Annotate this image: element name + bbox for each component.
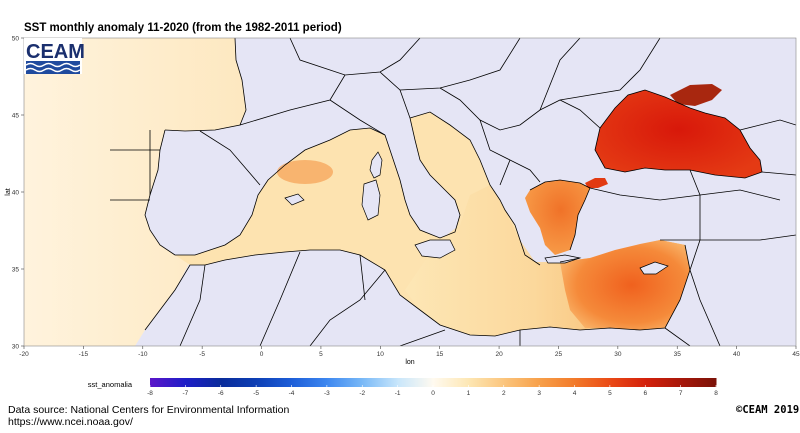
atlantic-sea bbox=[24, 38, 246, 346]
country-borders bbox=[110, 38, 796, 346]
colorbar-segment bbox=[397, 378, 434, 387]
colorbar-segment bbox=[645, 378, 682, 387]
colorbar-ticks: -8 -7 -6 -5 -4 -3 -2 -1 0 1 2 3 4 5 6 7 8 bbox=[147, 385, 718, 397]
colorbar-tick-label: -4 bbox=[289, 390, 295, 397]
balearic-warm-patch bbox=[277, 160, 333, 184]
colorbar-segment bbox=[326, 378, 363, 387]
colorbar-tick-label: 3 bbox=[537, 390, 541, 397]
colorbar-tick-label: -3 bbox=[324, 390, 330, 397]
data-source-line: Data source: National Centers for Enviro… bbox=[8, 404, 290, 416]
x-tick-label: 20 bbox=[495, 351, 503, 358]
cyprus-island bbox=[639, 261, 669, 275]
corsica-island bbox=[369, 151, 383, 179]
colorbar-tick-label: 5 bbox=[608, 390, 612, 397]
x-tick-label: -10 bbox=[138, 351, 148, 358]
logo-text: CEAM bbox=[26, 41, 85, 63]
x-tick-label: -20 bbox=[19, 351, 29, 358]
colorbar-segment bbox=[503, 378, 540, 387]
colorbar-tick-label: 8 bbox=[714, 390, 718, 397]
x-tick-label: 25 bbox=[555, 351, 563, 358]
x-tick-label: 40 bbox=[733, 351, 741, 358]
colorbar-segment bbox=[433, 378, 469, 387]
balearic-islands bbox=[284, 193, 305, 206]
sardinia-island bbox=[361, 179, 381, 221]
sicily-island bbox=[414, 239, 456, 259]
colorbar-tick-label: -7 bbox=[182, 390, 188, 397]
x-tick-label: -5 bbox=[199, 351, 205, 358]
x-tick-label: 10 bbox=[377, 351, 385, 358]
colorbar-tick-label: -5 bbox=[253, 390, 259, 397]
colorbar-segment bbox=[468, 378, 505, 387]
y-axis-label: lat bbox=[5, 188, 12, 195]
colorbar-tick-label: 6 bbox=[643, 390, 647, 397]
y-tick-label: 45 bbox=[12, 113, 20, 120]
x-tick-label: 15 bbox=[436, 351, 444, 358]
x-tick-label: 30 bbox=[614, 351, 622, 358]
aegean-sea bbox=[525, 180, 590, 255]
wave-logo-icon bbox=[25, 61, 81, 74]
azov-sea bbox=[670, 84, 722, 106]
colorbar-tick-label: -1 bbox=[395, 390, 401, 397]
y-tick-label: 50 bbox=[12, 36, 20, 43]
x-tick-label: 0 bbox=[260, 351, 264, 358]
y-tick-label: 40 bbox=[12, 190, 20, 197]
colorbar-segment bbox=[609, 378, 646, 387]
colorbar-segment bbox=[256, 378, 292, 387]
x-tick-label: 45 bbox=[792, 351, 800, 358]
colorbar-segment bbox=[185, 378, 222, 387]
colorbar-segment bbox=[680, 378, 717, 387]
x-tick-label: -15 bbox=[79, 351, 89, 358]
y-tick-label: 30 bbox=[12, 344, 20, 351]
y-tick-label: 35 bbox=[12, 267, 20, 274]
crete-island bbox=[544, 254, 582, 264]
x-axis-label: lon bbox=[405, 359, 414, 366]
data-source-url[interactable]: https://www.ncei.noaa.gov/ bbox=[8, 416, 133, 428]
colorbar-tick-label: -2 bbox=[359, 390, 365, 397]
islands bbox=[284, 151, 669, 275]
colorbar-label: sst_anomalia bbox=[88, 380, 133, 389]
ceam-logo: CEAM bbox=[24, 38, 85, 74]
copyright: ©CEAM 2019 bbox=[736, 404, 800, 416]
chart-title: SST monthly anomaly 11-2020 (from the 19… bbox=[24, 22, 342, 34]
colorbar-segment bbox=[574, 378, 611, 387]
colorbar-segment bbox=[291, 378, 328, 387]
y-axis-ticks: 50 45 40 35 30 bbox=[12, 36, 24, 351]
black-sea bbox=[595, 90, 762, 178]
data-source: Data source: National Centers for Enviro… bbox=[8, 404, 289, 428]
colorbar-segment bbox=[220, 378, 257, 387]
colorbar-tick-label: 4 bbox=[573, 390, 577, 397]
x-tick-label: 35 bbox=[674, 351, 682, 358]
colorbar-tick-label: 2 bbox=[502, 390, 506, 397]
map-panel bbox=[24, 38, 796, 346]
colorbar-tick-label: 0 bbox=[431, 390, 435, 397]
colorbar-tick-label: -6 bbox=[218, 390, 224, 397]
colorbar-segment bbox=[150, 378, 186, 387]
colorbar-segment bbox=[362, 378, 399, 387]
colorbar-tick-label: -8 bbox=[147, 390, 153, 397]
x-axis-ticks: -20 -15 -10 -5 0 5 10 15 20 25 30 35 40 45 bbox=[19, 346, 800, 358]
colorbar bbox=[150, 378, 717, 387]
colorbar-segment bbox=[539, 378, 575, 387]
x-tick-label: 5 bbox=[319, 351, 323, 358]
marmara-sea bbox=[585, 178, 608, 188]
colorbar-tick-label: 1 bbox=[467, 390, 471, 397]
colorbar-tick-label: 7 bbox=[679, 390, 683, 397]
